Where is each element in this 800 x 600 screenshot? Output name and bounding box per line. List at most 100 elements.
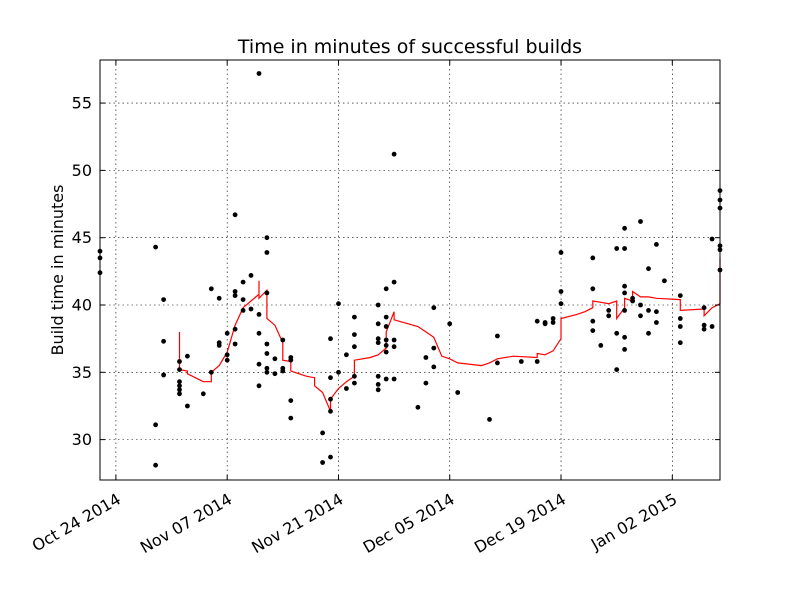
build-point: [216, 343, 222, 348]
build-point: [383, 314, 389, 320]
build-point: [240, 297, 246, 302]
build-point: [177, 383, 182, 389]
build-point: [177, 387, 182, 393]
build-point: [375, 336, 381, 342]
build-point: [709, 236, 715, 242]
plot-area: [100, 60, 720, 480]
build-point: [391, 279, 397, 285]
build-point: [161, 338, 167, 344]
build-point: [352, 380, 357, 386]
build-point: [153, 422, 159, 428]
build-point: [280, 337, 286, 343]
build-points-series: [97, 71, 723, 468]
build-point: [264, 365, 270, 371]
build-point: [224, 330, 230, 336]
build-point: [677, 340, 683, 346]
build-point: [208, 369, 214, 375]
build-point: [646, 330, 651, 336]
build-point: [614, 330, 620, 336]
build-point: [701, 322, 707, 328]
build-point: [352, 314, 357, 320]
build-point: [654, 320, 659, 325]
build-point: [622, 347, 627, 352]
build-point: [153, 462, 159, 468]
build-point: [328, 408, 333, 414]
build-point: [677, 324, 683, 329]
trend-line-series: [178, 257, 721, 412]
build-point: [232, 326, 238, 332]
build-point: [423, 380, 429, 386]
build-point: [431, 305, 437, 311]
build-point: [177, 379, 182, 385]
build-point: [232, 293, 238, 298]
build-point: [590, 286, 596, 292]
build-point: [495, 360, 500, 366]
build-point: [630, 298, 635, 304]
build-point: [447, 321, 453, 327]
build-point: [383, 349, 389, 355]
build-point: [590, 328, 596, 333]
plot-frame: [99, 59, 721, 481]
build-point: [646, 308, 651, 313]
build-point: [558, 301, 564, 307]
build-point: [455, 390, 461, 395]
build-point: [185, 403, 190, 409]
build-point: [622, 308, 627, 313]
build-point: [375, 387, 381, 393]
build-point: [256, 71, 262, 76]
build-point: [654, 242, 659, 247]
build-point: [224, 357, 230, 363]
y-tick-label: 30: [72, 430, 92, 449]
build-point: [216, 295, 222, 301]
build-point: [288, 398, 294, 403]
build-point: [264, 250, 270, 255]
build-point: [518, 359, 524, 364]
build-point: [654, 309, 659, 315]
build-point: [614, 246, 620, 251]
build-point: [248, 306, 254, 312]
build-point: [542, 321, 548, 327]
build-point: [391, 151, 397, 157]
build-point: [383, 324, 389, 329]
build-point: [344, 352, 349, 358]
build-point: [431, 345, 437, 351]
build-point: [336, 369, 341, 375]
build-point: [328, 336, 333, 342]
build-point: [272, 356, 278, 362]
build-point: [320, 430, 325, 436]
build-point: [185, 353, 190, 359]
build-point: [701, 305, 707, 311]
build-point: [391, 337, 397, 343]
build-point: [391, 376, 397, 382]
build-point: [272, 371, 278, 377]
build-point: [622, 246, 627, 251]
build-point: [383, 286, 389, 292]
build-point: [240, 308, 246, 313]
build-point: [264, 341, 270, 347]
build-point: [256, 312, 262, 317]
build-point: [264, 290, 270, 296]
build-point: [232, 289, 238, 294]
build-point: [352, 344, 357, 350]
build-point: [487, 417, 492, 422]
build-point: [431, 364, 437, 370]
build-point: [224, 352, 230, 358]
trend-line: [178, 257, 721, 412]
build-point: [677, 316, 683, 321]
build-point: [383, 376, 389, 382]
build-point: [177, 359, 182, 364]
build-point: [534, 359, 540, 364]
build-point: [320, 460, 325, 465]
build-point: [256, 383, 262, 389]
build-point: [208, 286, 214, 292]
build-point: [558, 250, 564, 255]
build-point: [200, 391, 206, 397]
build-point: [646, 266, 651, 272]
build-point: [622, 334, 627, 340]
build-point: [662, 278, 667, 284]
build-point: [638, 302, 643, 308]
build-point: [614, 367, 620, 372]
build-point: [415, 404, 421, 410]
build-point: [375, 382, 381, 387]
